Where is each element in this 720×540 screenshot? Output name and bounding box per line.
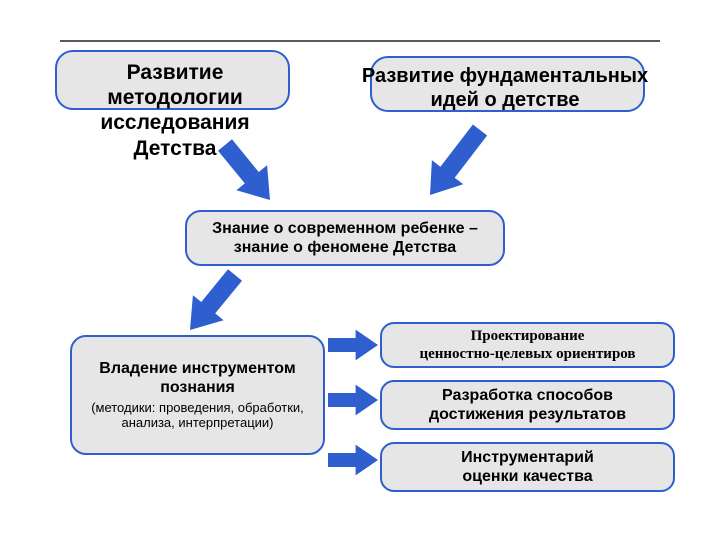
- arrow: [328, 330, 378, 361]
- node-text-line: познания: [160, 378, 235, 397]
- node-text-line: Разработка способов: [442, 386, 613, 405]
- node-text-line: оценки качества: [462, 467, 592, 486]
- node-right-3: Инструментарийоценки качества: [380, 442, 675, 492]
- arrow: [328, 445, 378, 476]
- node-text-line: достижения результатов: [429, 405, 626, 424]
- node-right-2: Разработка способовдостижения результато…: [380, 380, 675, 430]
- node-right-1: Проектированиеценностно-целевых ориентир…: [380, 322, 675, 368]
- diagram-canvas: { "canvas": { "width": 720, "height": 54…: [0, 0, 720, 540]
- node-text-line: Знание о современном ребенке –: [212, 219, 478, 238]
- node-text-line: знание о феномене Детства: [234, 238, 456, 257]
- node-text-line: Владение инструментом: [99, 359, 295, 378]
- node-text-line: Проектирование: [471, 327, 585, 345]
- node-bottom-left: Владение инструментомпознания (методики: …: [70, 335, 325, 455]
- node-text-line: Инструментарий: [461, 448, 594, 467]
- node-center: Знание о современном ребенке –знание о ф…: [185, 210, 505, 266]
- top-divider: [60, 40, 660, 42]
- title-left-text: Развитие методологии исследования Детств…: [100, 61, 249, 160]
- title-right: Развитие фундаментальных идей о детстве: [360, 64, 650, 112]
- arrow: [190, 269, 242, 330]
- node-text-line: ценностно-целевых ориентиров: [419, 345, 635, 363]
- node-subtext: (методики: проведения, обработки, анализ…: [89, 400, 305, 431]
- arrow: [430, 125, 487, 196]
- title-right-text: Развитие фундаментальных идей о детстве: [362, 65, 648, 111]
- title-left: Развитие методологии исследования Детств…: [60, 60, 290, 161]
- arrow: [328, 385, 378, 416]
